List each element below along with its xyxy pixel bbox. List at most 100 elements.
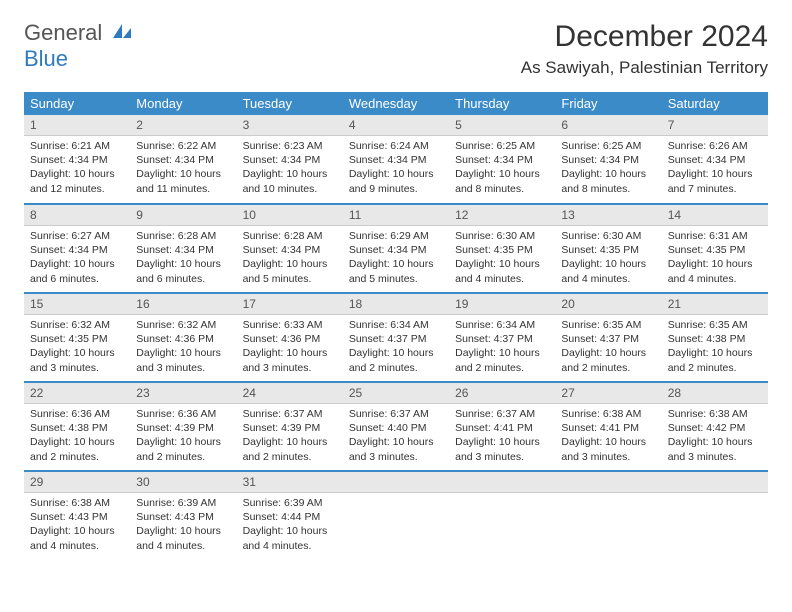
day-number: 2 bbox=[130, 115, 236, 136]
day-body: Sunrise: 6:27 AMSunset: 4:34 PMDaylight:… bbox=[24, 226, 130, 290]
day-number: 16 bbox=[130, 294, 236, 315]
daylight-line: Daylight: 10 hours and 2 minutes. bbox=[561, 346, 655, 374]
calendar-day-cell: 3Sunrise: 6:23 AMSunset: 4:34 PMDaylight… bbox=[237, 115, 343, 203]
day-body: Sunrise: 6:38 AMSunset: 4:43 PMDaylight:… bbox=[24, 493, 130, 557]
day-number: 23 bbox=[130, 383, 236, 404]
daylight-line: Daylight: 10 hours and 2 minutes. bbox=[136, 435, 230, 463]
sunset-line: Sunset: 4:39 PM bbox=[243, 421, 337, 435]
daylight-line: Daylight: 10 hours and 2 minutes. bbox=[349, 346, 443, 374]
sunset-line: Sunset: 4:35 PM bbox=[455, 243, 549, 257]
sunrise-line: Sunrise: 6:30 AM bbox=[561, 229, 655, 243]
sunset-line: Sunset: 4:37 PM bbox=[561, 332, 655, 346]
daylight-line: Daylight: 10 hours and 2 minutes. bbox=[243, 435, 337, 463]
daylight-line: Daylight: 10 hours and 3 minutes. bbox=[349, 435, 443, 463]
day-body: Sunrise: 6:31 AMSunset: 4:35 PMDaylight:… bbox=[662, 226, 768, 290]
daylight-line: Daylight: 10 hours and 2 minutes. bbox=[668, 346, 762, 374]
day-number: 22 bbox=[24, 383, 130, 404]
day-body: Sunrise: 6:36 AMSunset: 4:38 PMDaylight:… bbox=[24, 404, 130, 468]
day-body: Sunrise: 6:35 AMSunset: 4:37 PMDaylight:… bbox=[555, 315, 661, 379]
day-number: 7 bbox=[662, 115, 768, 136]
daylight-line: Daylight: 10 hours and 3 minutes. bbox=[243, 346, 337, 374]
calendar-day-cell bbox=[449, 471, 555, 559]
sunset-line: Sunset: 4:35 PM bbox=[561, 243, 655, 257]
day-body: Sunrise: 6:33 AMSunset: 4:36 PMDaylight:… bbox=[237, 315, 343, 379]
daylight-line: Daylight: 10 hours and 2 minutes. bbox=[455, 346, 549, 374]
title-block: December 2024 As Sawiyah, Palestinian Te… bbox=[521, 20, 768, 78]
day-number: 15 bbox=[24, 294, 130, 315]
sunrise-line: Sunrise: 6:28 AM bbox=[136, 229, 230, 243]
sunrise-line: Sunrise: 6:30 AM bbox=[455, 229, 549, 243]
calendar-day-cell: 28Sunrise: 6:38 AMSunset: 4:42 PMDayligh… bbox=[662, 382, 768, 470]
day-number: 21 bbox=[662, 294, 768, 315]
daylight-line: Daylight: 10 hours and 6 minutes. bbox=[30, 257, 124, 285]
sunset-line: Sunset: 4:38 PM bbox=[30, 421, 124, 435]
weekday-header: Tuesday bbox=[237, 92, 343, 115]
day-body: Sunrise: 6:35 AMSunset: 4:38 PMDaylight:… bbox=[662, 315, 768, 379]
day-number: 12 bbox=[449, 205, 555, 226]
sunset-line: Sunset: 4:43 PM bbox=[30, 510, 124, 524]
daylight-line: Daylight: 10 hours and 3 minutes. bbox=[30, 346, 124, 374]
sunset-line: Sunset: 4:34 PM bbox=[243, 243, 337, 257]
sunset-line: Sunset: 4:34 PM bbox=[136, 153, 230, 167]
sunrise-line: Sunrise: 6:35 AM bbox=[668, 318, 762, 332]
sunset-line: Sunset: 4:37 PM bbox=[349, 332, 443, 346]
sunset-line: Sunset: 4:41 PM bbox=[561, 421, 655, 435]
weekday-header: Thursday bbox=[449, 92, 555, 115]
calendar-day-cell: 25Sunrise: 6:37 AMSunset: 4:40 PMDayligh… bbox=[343, 382, 449, 470]
calendar-day-cell: 17Sunrise: 6:33 AMSunset: 4:36 PMDayligh… bbox=[237, 293, 343, 381]
calendar-week-row: 29Sunrise: 6:38 AMSunset: 4:43 PMDayligh… bbox=[24, 471, 768, 559]
sunset-line: Sunset: 4:35 PM bbox=[30, 332, 124, 346]
day-number: 3 bbox=[237, 115, 343, 136]
day-body: Sunrise: 6:22 AMSunset: 4:34 PMDaylight:… bbox=[130, 136, 236, 200]
daylight-line: Daylight: 10 hours and 3 minutes. bbox=[455, 435, 549, 463]
day-body: Sunrise: 6:25 AMSunset: 4:34 PMDaylight:… bbox=[449, 136, 555, 200]
day-number: 4 bbox=[343, 115, 449, 136]
sunset-line: Sunset: 4:44 PM bbox=[243, 510, 337, 524]
day-body: Sunrise: 6:25 AMSunset: 4:34 PMDaylight:… bbox=[555, 136, 661, 200]
sunrise-line: Sunrise: 6:31 AM bbox=[668, 229, 762, 243]
calendar-day-cell: 27Sunrise: 6:38 AMSunset: 4:41 PMDayligh… bbox=[555, 382, 661, 470]
sunrise-line: Sunrise: 6:39 AM bbox=[243, 496, 337, 510]
day-body: Sunrise: 6:26 AMSunset: 4:34 PMDaylight:… bbox=[662, 136, 768, 200]
sunset-line: Sunset: 4:38 PM bbox=[668, 332, 762, 346]
day-number: 29 bbox=[24, 472, 130, 493]
weekday-header: Monday bbox=[130, 92, 236, 115]
calendar-day-cell: 18Sunrise: 6:34 AMSunset: 4:37 PMDayligh… bbox=[343, 293, 449, 381]
sunrise-line: Sunrise: 6:38 AM bbox=[668, 407, 762, 421]
day-body: Sunrise: 6:38 AMSunset: 4:41 PMDaylight:… bbox=[555, 404, 661, 468]
sunset-line: Sunset: 4:40 PM bbox=[349, 421, 443, 435]
daylight-line: Daylight: 10 hours and 4 minutes. bbox=[243, 524, 337, 552]
sunrise-line: Sunrise: 6:29 AM bbox=[349, 229, 443, 243]
calendar-day-cell: 11Sunrise: 6:29 AMSunset: 4:34 PMDayligh… bbox=[343, 204, 449, 292]
daylight-line: Daylight: 10 hours and 5 minutes. bbox=[349, 257, 443, 285]
calendar-day-cell: 16Sunrise: 6:32 AMSunset: 4:36 PMDayligh… bbox=[130, 293, 236, 381]
day-body: Sunrise: 6:34 AMSunset: 4:37 PMDaylight:… bbox=[343, 315, 449, 379]
daylight-line: Daylight: 10 hours and 4 minutes. bbox=[30, 524, 124, 552]
calendar-week-row: 15Sunrise: 6:32 AMSunset: 4:35 PMDayligh… bbox=[24, 293, 768, 381]
daylight-line: Daylight: 10 hours and 9 minutes. bbox=[349, 167, 443, 195]
day-number: 8 bbox=[24, 205, 130, 226]
day-number: 11 bbox=[343, 205, 449, 226]
brand-part2: Blue bbox=[24, 46, 68, 71]
day-body: Sunrise: 6:30 AMSunset: 4:35 PMDaylight:… bbox=[449, 226, 555, 290]
sunrise-line: Sunrise: 6:38 AM bbox=[561, 407, 655, 421]
sunrise-line: Sunrise: 6:26 AM bbox=[668, 139, 762, 153]
daylight-line: Daylight: 10 hours and 3 minutes. bbox=[561, 435, 655, 463]
day-number: 14 bbox=[662, 205, 768, 226]
day-number: 26 bbox=[449, 383, 555, 404]
sunset-line: Sunset: 4:34 PM bbox=[136, 243, 230, 257]
calendar-day-cell: 26Sunrise: 6:37 AMSunset: 4:41 PMDayligh… bbox=[449, 382, 555, 470]
calendar-day-cell: 12Sunrise: 6:30 AMSunset: 4:35 PMDayligh… bbox=[449, 204, 555, 292]
day-body: Sunrise: 6:38 AMSunset: 4:42 PMDaylight:… bbox=[662, 404, 768, 468]
day-body: Sunrise: 6:29 AMSunset: 4:34 PMDaylight:… bbox=[343, 226, 449, 290]
calendar-day-cell: 30Sunrise: 6:39 AMSunset: 4:43 PMDayligh… bbox=[130, 471, 236, 559]
day-number-empty bbox=[662, 472, 768, 493]
calendar-day-cell: 23Sunrise: 6:36 AMSunset: 4:39 PMDayligh… bbox=[130, 382, 236, 470]
calendar-day-cell bbox=[555, 471, 661, 559]
sunrise-line: Sunrise: 6:32 AM bbox=[30, 318, 124, 332]
daylight-line: Daylight: 10 hours and 5 minutes. bbox=[243, 257, 337, 285]
sail-icon bbox=[111, 22, 133, 40]
sunrise-line: Sunrise: 6:28 AM bbox=[243, 229, 337, 243]
calendar-body: 1Sunrise: 6:21 AMSunset: 4:34 PMDaylight… bbox=[24, 115, 768, 559]
daylight-line: Daylight: 10 hours and 4 minutes. bbox=[136, 524, 230, 552]
